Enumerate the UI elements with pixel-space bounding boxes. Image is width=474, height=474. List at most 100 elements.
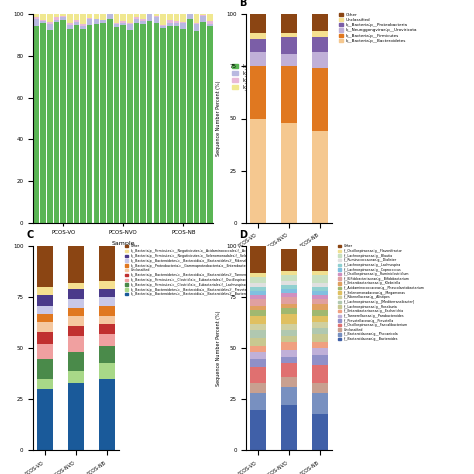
Bar [99, 289, 115, 298]
Bar [114, 27, 119, 223]
Bar [282, 330, 297, 336]
Bar [37, 322, 53, 332]
Bar [54, 22, 59, 223]
Bar [68, 336, 83, 353]
Bar [250, 118, 266, 223]
Bar [114, 25, 119, 27]
Bar [99, 316, 115, 324]
Bar [181, 22, 186, 23]
Bar [201, 22, 206, 223]
Bar [282, 281, 297, 285]
Bar [60, 14, 66, 16]
Bar [140, 18, 146, 21]
Bar [120, 26, 126, 223]
Bar [34, 19, 39, 26]
Bar [68, 283, 83, 289]
Bar [312, 31, 328, 37]
Bar [47, 14, 53, 22]
Bar [250, 310, 266, 316]
Bar [160, 28, 166, 223]
Y-axis label: Sequence Number Percent (%): Sequence Number Percent (%) [216, 81, 221, 156]
Bar [147, 12, 153, 14]
Bar [312, 342, 328, 348]
Bar [147, 14, 153, 21]
Bar [250, 306, 266, 310]
Bar [73, 22, 79, 26]
Bar [127, 30, 133, 223]
Bar [100, 19, 106, 20]
Bar [114, 23, 119, 25]
Bar [68, 326, 83, 336]
Bar [312, 14, 328, 31]
Bar [250, 316, 266, 324]
Bar [282, 308, 297, 314]
Bar [282, 275, 297, 281]
Bar [282, 14, 297, 33]
Bar [312, 275, 328, 283]
Bar [312, 303, 328, 310]
Bar [94, 18, 100, 19]
Bar [282, 33, 297, 37]
Bar [174, 14, 180, 21]
Bar [282, 336, 297, 342]
Bar [207, 24, 213, 27]
Bar [87, 25, 93, 223]
Bar [47, 24, 53, 30]
Bar [94, 19, 100, 25]
Bar [127, 14, 133, 23]
Bar [312, 68, 328, 131]
Bar [134, 19, 139, 23]
Bar [99, 363, 115, 379]
Bar [73, 14, 79, 20]
Bar [282, 293, 297, 298]
Bar [60, 16, 66, 17]
Bar [134, 18, 139, 19]
Bar [250, 324, 266, 330]
Bar [250, 52, 266, 66]
Bar [194, 14, 200, 23]
Bar [312, 355, 328, 365]
Bar [194, 23, 200, 25]
Bar [312, 283, 328, 287]
Bar [312, 322, 328, 328]
Bar [37, 295, 53, 306]
Bar [37, 287, 53, 295]
Bar [282, 37, 297, 54]
Bar [37, 314, 53, 322]
Bar [174, 27, 180, 223]
Bar [207, 27, 213, 223]
Bar [40, 20, 46, 23]
Bar [68, 308, 83, 316]
Bar [187, 18, 193, 223]
Bar [250, 338, 266, 346]
Bar [54, 14, 59, 18]
Bar [99, 379, 115, 450]
Bar [37, 306, 53, 314]
Bar [282, 377, 297, 387]
Bar [250, 346, 266, 353]
Bar [94, 25, 100, 223]
Bar [250, 359, 266, 367]
Bar [34, 26, 39, 223]
Bar [87, 14, 93, 18]
Legend: Other, k__Bacteria;p__Firmicutes;c__Negativicutes;o__Acidaminococcales;f__Acidam: Other, k__Bacteria;p__Firmicutes;c__Nega… [124, 244, 291, 297]
Bar [68, 353, 83, 371]
Bar [194, 25, 200, 31]
Bar [68, 316, 83, 326]
Bar [140, 14, 146, 18]
Bar [312, 52, 328, 68]
Bar [282, 285, 297, 289]
Bar [282, 324, 297, 330]
Bar [40, 19, 46, 20]
Bar [201, 16, 206, 22]
Bar [167, 26, 173, 223]
Bar [107, 10, 113, 12]
Bar [312, 246, 328, 271]
Bar [167, 14, 173, 20]
Bar [181, 14, 186, 22]
Bar [40, 23, 46, 223]
Bar [282, 405, 297, 450]
Bar [134, 14, 139, 18]
Bar [107, 12, 113, 19]
Legend: k__Bacteria, k__Neunggongvirae, k__Viruses, k__Loebvirae: k__Bacteria, k__Neunggongvirae, k__Virus… [231, 62, 292, 91]
